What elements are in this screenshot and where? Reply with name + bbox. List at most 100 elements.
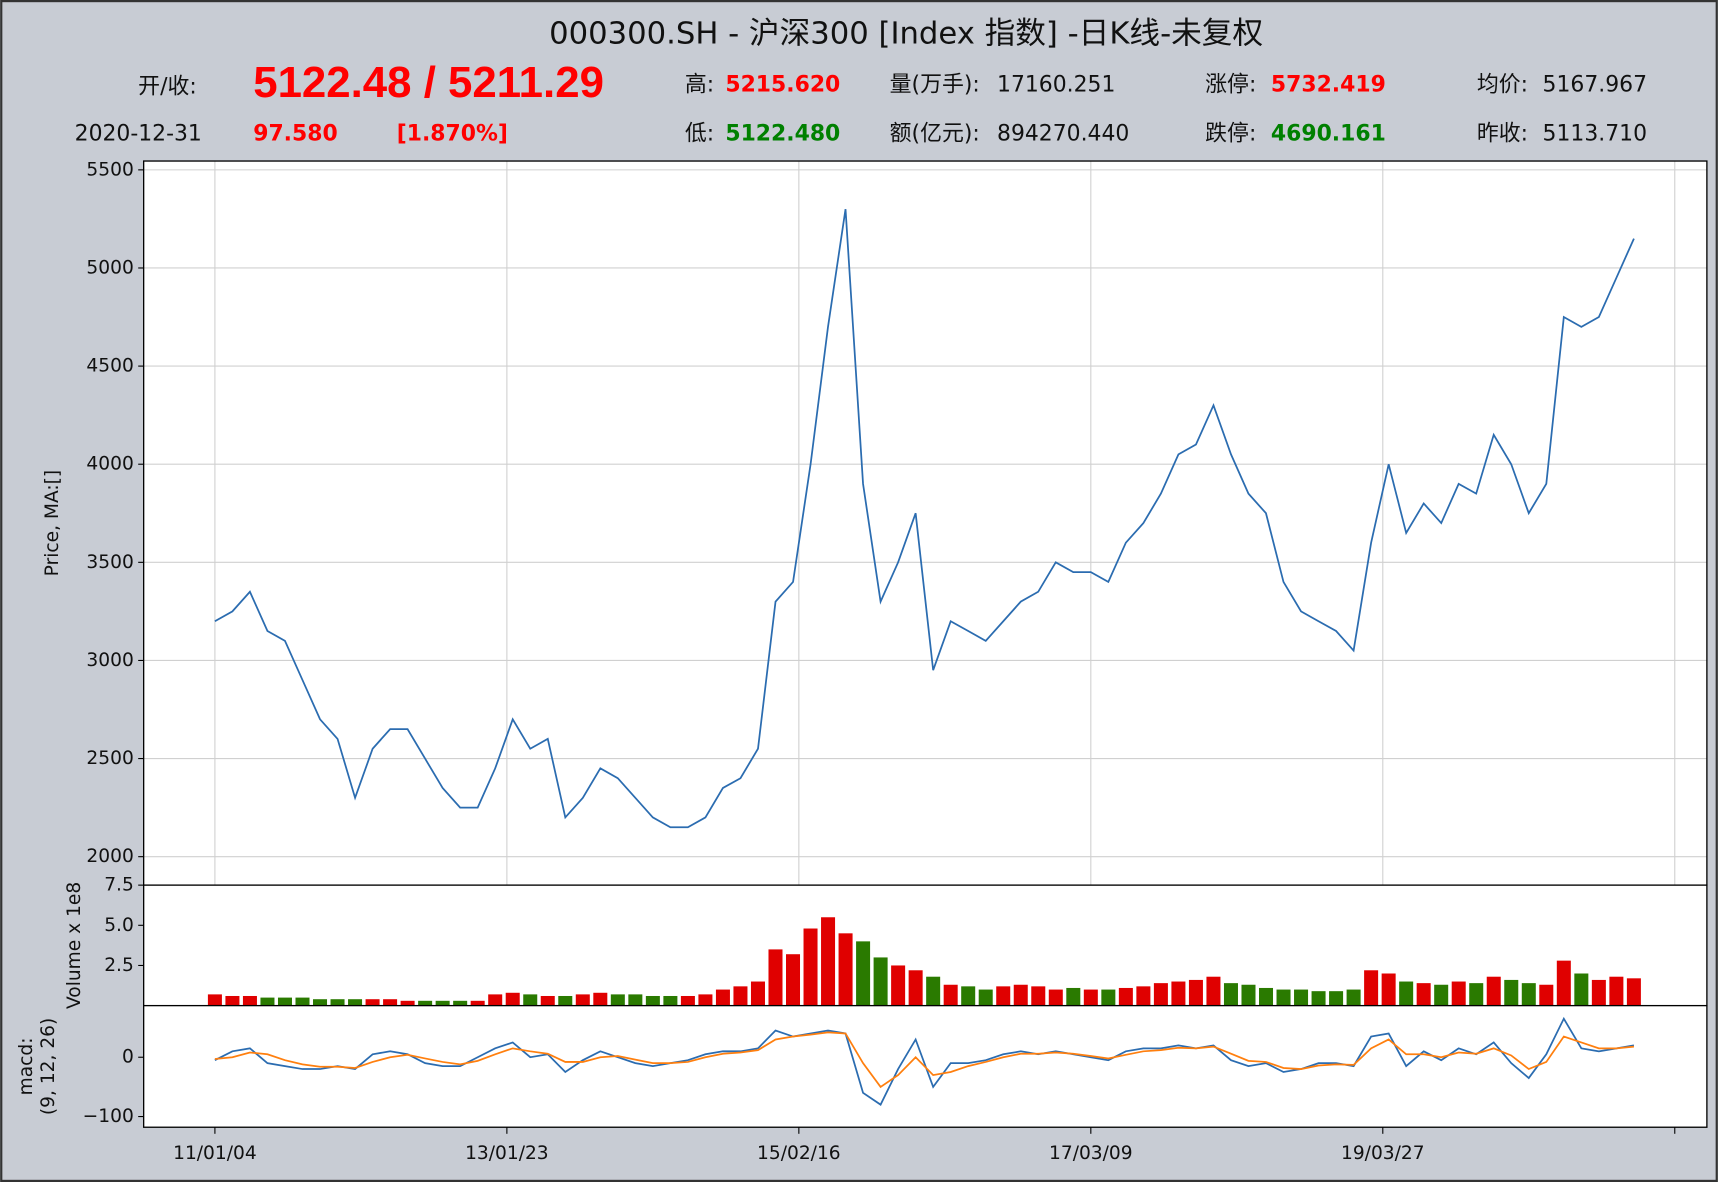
volume-bar <box>1329 991 1344 1006</box>
volume-bar <box>943 984 958 1006</box>
volume-bar <box>1241 984 1256 1006</box>
volume-bar <box>418 1000 433 1006</box>
volume-bar <box>488 994 503 1006</box>
volume-bar <box>978 989 993 1006</box>
volume-bar <box>680 995 695 1006</box>
volume-bar <box>225 995 240 1006</box>
volume-bar <box>1101 989 1116 1006</box>
y-tick-label: 2.5 <box>104 955 134 976</box>
value: 894270.440 <box>997 122 1129 147</box>
volume-bar <box>540 995 555 1006</box>
volume-bar <box>1048 989 1063 1006</box>
volume-bar <box>891 965 906 1006</box>
label: 额(亿元): <box>890 122 980 147</box>
volume-bar <box>786 954 801 1006</box>
volume-bar <box>1521 983 1536 1006</box>
y-tick-label: 5.0 <box>104 915 134 936</box>
label: 跌停: <box>1205 122 1256 147</box>
y-axis-label: (9, 12, 26) <box>38 1018 59 1115</box>
volume-bar <box>663 995 678 1006</box>
volume-bar <box>207 994 222 1006</box>
volume-bar <box>1609 976 1624 1006</box>
volume-bar <box>400 1000 415 1006</box>
volume-bar <box>1399 981 1414 1006</box>
plot-area <box>143 161 1707 886</box>
volume-bar <box>610 994 625 1006</box>
value: 17160.251 <box>997 72 1115 97</box>
volume-bar <box>1346 989 1361 1006</box>
volume-bar <box>470 1000 485 1006</box>
volume-bar <box>1153 983 1168 1006</box>
volume-bar <box>593 992 608 1006</box>
volume-bar <box>750 981 765 1006</box>
volume-bar <box>715 989 730 1006</box>
volume-bar <box>1539 984 1554 1006</box>
value: 5215.620 <box>725 72 840 97</box>
volume-bar <box>1188 979 1203 1006</box>
x-tick-label: 13/01/23 <box>465 1143 549 1164</box>
title: 000300.SH - 沪深300 [Index 指数] -日K线-未复权 <box>549 17 1263 52</box>
y-axis-label: Price, MA:[] <box>42 470 63 576</box>
volume-bar <box>996 986 1011 1006</box>
change: 97.580 <box>253 122 337 147</box>
volume-bar <box>558 995 573 1006</box>
y-tick-label: 5000 <box>86 257 133 278</box>
y-tick-label: 3000 <box>86 650 133 671</box>
volume-bar <box>768 949 783 1006</box>
volume-bar <box>1206 976 1221 1006</box>
volume-bar <box>926 976 941 1006</box>
label: 开/收: <box>138 75 197 100</box>
volume-bar <box>1118 987 1133 1006</box>
volume-bar <box>295 997 310 1006</box>
volume-bar <box>453 1000 468 1006</box>
volume-bar <box>1364 970 1379 1006</box>
volume-bar <box>1223 983 1238 1006</box>
y-tick-label: 4000 <box>86 454 133 475</box>
volume-bar <box>1451 981 1466 1006</box>
volume-bar <box>1083 989 1098 1006</box>
x-tick-label: 19/03/27 <box>1341 1143 1425 1164</box>
volume-bar <box>1171 981 1186 1006</box>
volume-bar <box>1626 978 1641 1006</box>
date: 2020-12-31 <box>75 122 202 147</box>
volume-bar <box>505 992 520 1006</box>
volume-bar <box>838 933 853 1006</box>
volume-bar <box>821 917 836 1006</box>
value: 5113.710 <box>1543 122 1647 147</box>
value: 4690.161 <box>1271 122 1386 147</box>
volume-bar <box>1574 973 1589 1006</box>
x-tick-label: 11/01/04 <box>173 1143 257 1164</box>
value: 5122.480 <box>725 122 840 147</box>
volume-bar <box>1416 983 1431 1006</box>
volume-bar <box>1504 979 1519 1006</box>
volume-bar <box>523 994 538 1006</box>
volume-bar <box>1486 976 1501 1006</box>
volume-bar <box>1136 986 1151 1006</box>
volume-bar <box>856 941 871 1006</box>
volume-bar <box>365 999 380 1006</box>
label: 量(万手): <box>890 72 980 97</box>
value: 5732.419 <box>1271 72 1386 97</box>
label: 昨收: <box>1477 122 1528 147</box>
volume-bar <box>803 928 818 1006</box>
volume-bar <box>908 970 923 1006</box>
line <box>214 1016 1635 1106</box>
volume-bar <box>733 986 748 1006</box>
volume-bar <box>1469 983 1484 1006</box>
volume-bar <box>1013 984 1028 1006</box>
volume-bar <box>1031 986 1046 1006</box>
volume-bar <box>383 999 398 1006</box>
volume-bar <box>1294 989 1309 1006</box>
volume-bar <box>873 957 888 1006</box>
label: 涨停: <box>1205 72 1256 97</box>
volume-bar <box>1556 960 1571 1006</box>
volume-bar <box>698 994 713 1006</box>
label: 高: <box>685 72 714 97</box>
x-tick-label: 15/02/16 <box>757 1143 841 1164</box>
label: 低: <box>685 122 714 147</box>
y-tick-label: 0 <box>122 1047 134 1068</box>
volume-bar <box>1591 979 1606 1006</box>
y-tick-label: 2000 <box>86 846 133 867</box>
change-pct: [1.870%] <box>397 122 508 147</box>
